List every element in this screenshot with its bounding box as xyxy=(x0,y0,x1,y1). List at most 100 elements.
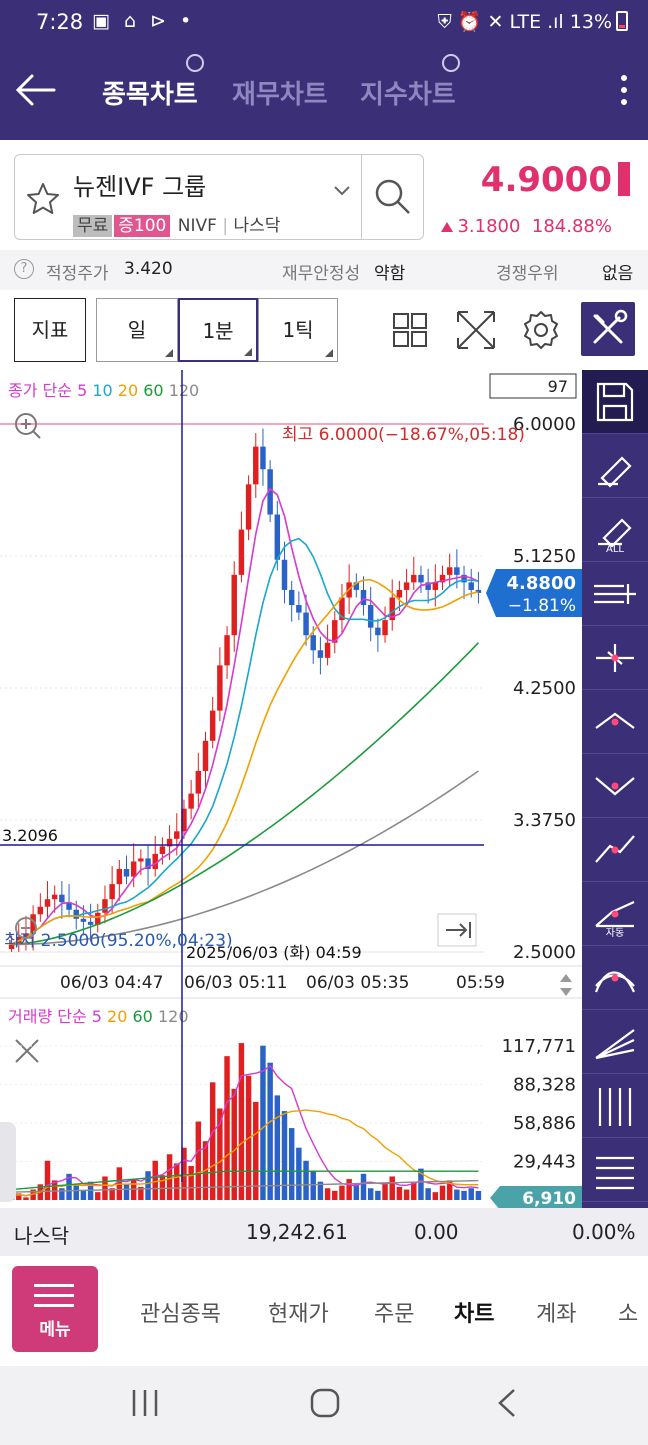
volume-bar xyxy=(123,1184,130,1200)
candle-body xyxy=(44,899,51,907)
tab-financial-chart[interactable]: 재무차트 xyxy=(232,80,328,110)
horizontal-lines-icon[interactable] xyxy=(582,1138,648,1202)
hcl-line-icon[interactable] xyxy=(582,562,648,626)
gann-fan-icon[interactable] xyxy=(582,1010,648,1074)
peak-line-icon[interactable] xyxy=(582,690,648,754)
fullscreen-icon[interactable] xyxy=(448,302,504,358)
favorite-star-icon[interactable] xyxy=(25,181,61,217)
vertical-lines-icon[interactable] xyxy=(582,1074,648,1138)
gann-fan-icon-path xyxy=(595,1029,635,1060)
y-tick-label: 2.5000 xyxy=(513,942,576,963)
period-1min-button[interactable]: 1분 xyxy=(178,298,258,362)
candle-body xyxy=(317,650,324,658)
stock-tags: 무료 증100 NIVF | 나스닥 xyxy=(73,211,280,237)
more-menu-icon[interactable] xyxy=(618,70,630,114)
candle-body xyxy=(109,884,115,900)
anchor-dot xyxy=(611,846,619,854)
back-nav-icon[interactable] xyxy=(494,1386,520,1420)
home-icon[interactable] xyxy=(308,1386,342,1420)
horizontal-lines-icon-path xyxy=(596,1156,634,1190)
nav-chart[interactable]: 차트 xyxy=(454,1302,495,1327)
chevron-down-icon[interactable] xyxy=(333,185,351,197)
nav-account[interactable]: 계좌 xyxy=(536,1302,577,1327)
fan-line-icon[interactable] xyxy=(582,946,648,1010)
candle-body xyxy=(439,574,446,583)
gear-icon[interactable] xyxy=(513,302,569,358)
volume-bar xyxy=(446,1180,453,1200)
bottom-menu: 메뉴 관심종목 현재가 주문 차트 계좌 소 xyxy=(0,1256,648,1366)
volume-bar xyxy=(80,1190,87,1200)
candle-body xyxy=(303,612,309,636)
candle-body xyxy=(188,793,194,809)
market-index-bar[interactable]: 나스닥 19,242.61 0.00 0.00% xyxy=(0,1208,648,1256)
drawing-tools-button[interactable] xyxy=(581,302,635,356)
eraser-icon[interactable] xyxy=(582,434,648,498)
candle-body xyxy=(403,582,410,590)
menu-button[interactable]: 메뉴 xyxy=(12,1266,98,1352)
nav-quote[interactable]: 현재가 xyxy=(268,1302,329,1327)
trough-line-icon-path xyxy=(595,777,635,796)
chart-canvas[interactable]: 종가 단순 5 10 20 60 120 97 6.0000 5.1250 4.250… xyxy=(0,370,582,1210)
trough-line-icon[interactable] xyxy=(582,754,648,818)
candle-body xyxy=(260,446,266,470)
layout-grid-icon[interactable] xyxy=(382,302,438,358)
volume-bar xyxy=(418,1168,424,1200)
tab-stock-chart[interactable]: 종목차트 xyxy=(102,80,198,110)
volume-tick-label: 58,886 xyxy=(513,1113,576,1134)
volume-current-tag xyxy=(490,1186,582,1210)
search-icon[interactable] xyxy=(371,175,413,217)
back-arrow-icon[interactable] xyxy=(14,68,58,112)
volume-pane: 거래량 단순 5 20 60 120 117,771 88,328 58,886 29… xyxy=(0,1007,582,1210)
current-price: 4.9000 xyxy=(480,160,612,200)
tag-separator: | xyxy=(222,216,229,236)
competition-label: 경쟁우위 xyxy=(496,264,559,284)
chart-area[interactable]: 종가 단순 5 10 20 60 120 97 6.0000 5.1250 4.250… xyxy=(0,370,582,1210)
candle-body xyxy=(145,858,151,870)
anchor-dot xyxy=(611,910,619,918)
system-status: ⛨ ⏰ ✕ LTE .ıl 13% xyxy=(438,10,628,33)
nav-more[interactable]: 소 xyxy=(618,1302,639,1327)
candle-body xyxy=(30,914,36,934)
trough-line-icon-glyph xyxy=(595,777,635,796)
pane-resize-handle[interactable] xyxy=(0,1122,16,1202)
volume-bar xyxy=(238,1043,245,1200)
candle-body xyxy=(181,808,187,832)
anchor-dot xyxy=(611,974,619,982)
volume-bar xyxy=(360,1173,367,1200)
updown-arrows xyxy=(560,974,572,996)
indicator-button[interactable]: 지표 xyxy=(14,298,86,362)
volume-tick-label: 117,771 xyxy=(502,1036,576,1057)
help-icon[interactable]: ? xyxy=(14,259,34,279)
period-day-button[interactable]: 일 xyxy=(96,298,178,362)
tab-index-chart[interactable]: 지수차트 xyxy=(360,80,456,110)
volume-bar xyxy=(44,1160,51,1200)
recent-apps-icon[interactable] xyxy=(130,1386,160,1420)
stock-selector[interactable]: 뉴젠IVF 그룹 무료 증100 NIVF | 나스닥 xyxy=(14,154,424,240)
volume-bar xyxy=(138,1186,144,1200)
candle-body xyxy=(274,514,281,560)
candle-body xyxy=(411,574,417,583)
candle-body xyxy=(37,906,44,915)
nav-watchlist[interactable]: 관심종목 xyxy=(140,1302,221,1327)
price-pane: 종가 단순 5 10 20 60 120 97 6.0000 5.1250 4.250… xyxy=(0,373,582,999)
fair-price-label: 적정주가 xyxy=(46,264,109,284)
volume-bar xyxy=(432,1192,439,1200)
candle-body xyxy=(382,620,388,636)
current-price-percent: −1.81% xyxy=(508,596,576,616)
auto-trend-icon[interactable]: 자동 xyxy=(582,882,648,946)
candle-body xyxy=(195,770,202,794)
trend-line-icon[interactable] xyxy=(582,818,648,882)
candle-body xyxy=(116,869,123,885)
save-icon[interactable] xyxy=(582,370,648,434)
cross-line-icon[interactable] xyxy=(582,626,648,690)
eraser-all-icon[interactable]: ALL xyxy=(582,498,648,562)
candle-body xyxy=(324,642,331,658)
period-1min-label: 1분 xyxy=(202,319,234,343)
volume-bar xyxy=(217,1108,223,1200)
tab-badge-icon xyxy=(442,54,460,72)
price-up-bar xyxy=(618,162,630,196)
nav-order[interactable]: 주문 xyxy=(374,1302,415,1327)
volume-bar xyxy=(260,1045,266,1200)
period-1tick-button[interactable]: 1틱 xyxy=(258,298,338,362)
gann-fan-icon-glyph xyxy=(595,1029,635,1060)
